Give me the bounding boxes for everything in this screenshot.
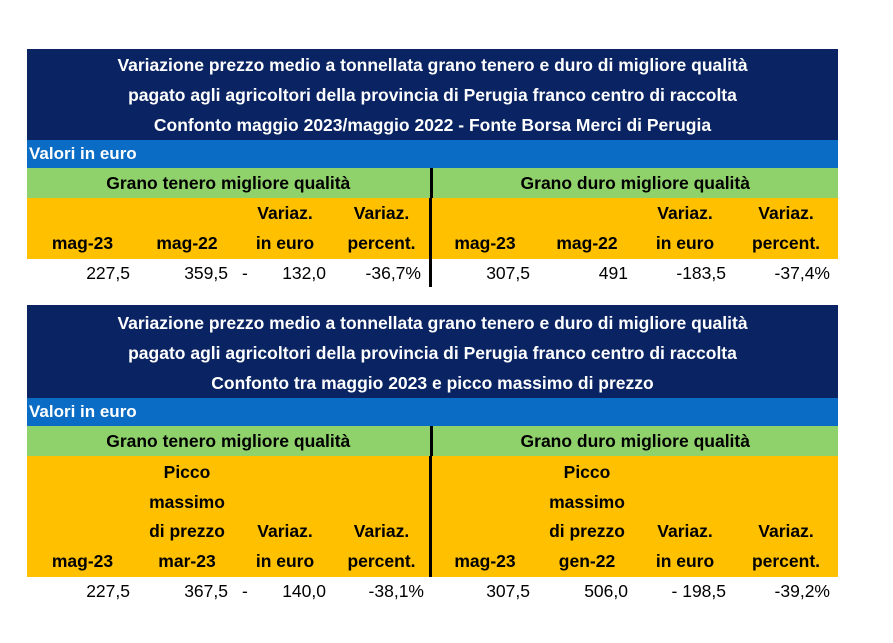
col-header: mag-23 xyxy=(454,550,516,571)
col-header: mag-22 xyxy=(556,232,618,253)
col-header: Variaz. in euro xyxy=(255,203,315,253)
comparison-table-peak-price: Variazione prezzo medio a tonnellata gra… xyxy=(27,305,838,605)
group-durum-wheat: Grano duro migliore qualità xyxy=(520,173,750,193)
column-header-row: mag-23 Picco massimo di prezzo mar-23 Varia… xyxy=(27,456,838,577)
col-header: Picco massimo di prezzo mar-23 xyxy=(149,462,225,571)
title-line: Variazione prezzo medio a tonnellata gra… xyxy=(117,313,748,333)
group-soft-wheat: Grano tenero migliore qualità xyxy=(27,426,433,456)
title-line: Confonto tra maggio 2023 e picco massimo… xyxy=(211,373,654,393)
cell: 307,5 xyxy=(486,263,530,283)
group-durum-wheat: Grano duro migliore qualità xyxy=(520,431,750,451)
group-header-row: Grano tenero migliore qualità Grano duro… xyxy=(27,426,838,456)
cell: 367,5 xyxy=(184,581,228,601)
col-header: Variaz. in euro xyxy=(255,521,315,571)
title-line: pagato agli agricoltori della provincia … xyxy=(128,85,737,105)
cell: 307,5 xyxy=(486,581,530,601)
column-header-row: mag-23 mag-22 Variaz. in euro Variaz. perc… xyxy=(27,198,838,259)
units-label: Valori in euro xyxy=(27,140,838,168)
title-line: Variazione prezzo medio a tonnellata gra… xyxy=(117,55,748,75)
col-header: Variaz. percent. xyxy=(751,203,821,253)
cell-dash: - xyxy=(242,263,248,283)
cell-dash: - xyxy=(242,581,248,601)
table-row: 227,5 359,5 -132,0 -36,7% 307,5 491 -183… xyxy=(27,259,838,287)
table-title: Variazione prezzo medio a tonnellata gra… xyxy=(27,49,838,140)
units-label: Valori in euro xyxy=(27,398,838,426)
title-line: Confonto maggio 2023/maggio 2022 - Fonte… xyxy=(153,115,712,135)
col-header: Variaz. percent. xyxy=(334,198,432,259)
col-header: Variaz. in euro xyxy=(655,521,715,571)
col-header: mag-23 xyxy=(51,232,114,253)
cell: 506,0 xyxy=(584,581,628,601)
cell: -183,5 xyxy=(676,263,726,283)
cell: 359,5 xyxy=(184,263,228,283)
cell: 227,5 xyxy=(86,263,130,283)
group-soft-wheat: Grano tenero migliore qualità xyxy=(27,168,433,198)
title-line: pagato agli agricoltori della provincia … xyxy=(128,343,737,363)
table-title: Variazione prezzo medio a tonnellata gra… xyxy=(27,305,838,398)
cell: -140,0 xyxy=(236,577,334,605)
col-header: mag-23 xyxy=(454,232,516,253)
cell: 491 xyxy=(598,263,628,283)
col-header: mag-23 xyxy=(51,550,114,571)
cell: -132,0 xyxy=(236,259,334,287)
cell: -36,7% xyxy=(334,259,432,287)
col-header: mag-22 xyxy=(156,232,218,253)
col-header: Picco massimo di prezzo gen-22 xyxy=(549,462,625,571)
col-header: Variaz. percent. xyxy=(334,456,432,577)
cell: 227,5 xyxy=(86,581,130,601)
group-header-row: Grano tenero migliore qualità Grano duro… xyxy=(27,168,838,198)
comparison-table-may2022: Variazione prezzo medio a tonnellata gra… xyxy=(27,49,838,287)
col-header: Variaz. percent. xyxy=(751,521,821,571)
cell: -39,2% xyxy=(774,581,830,601)
cell: - 198,5 xyxy=(671,581,726,601)
cell: -38,1% xyxy=(368,581,424,601)
cell: -37,4% xyxy=(774,263,830,283)
col-header: Variaz. in euro xyxy=(655,203,715,253)
table-row: 227,5 367,5 -140,0 -38,1% 307,5 506,0 - … xyxy=(27,577,838,605)
